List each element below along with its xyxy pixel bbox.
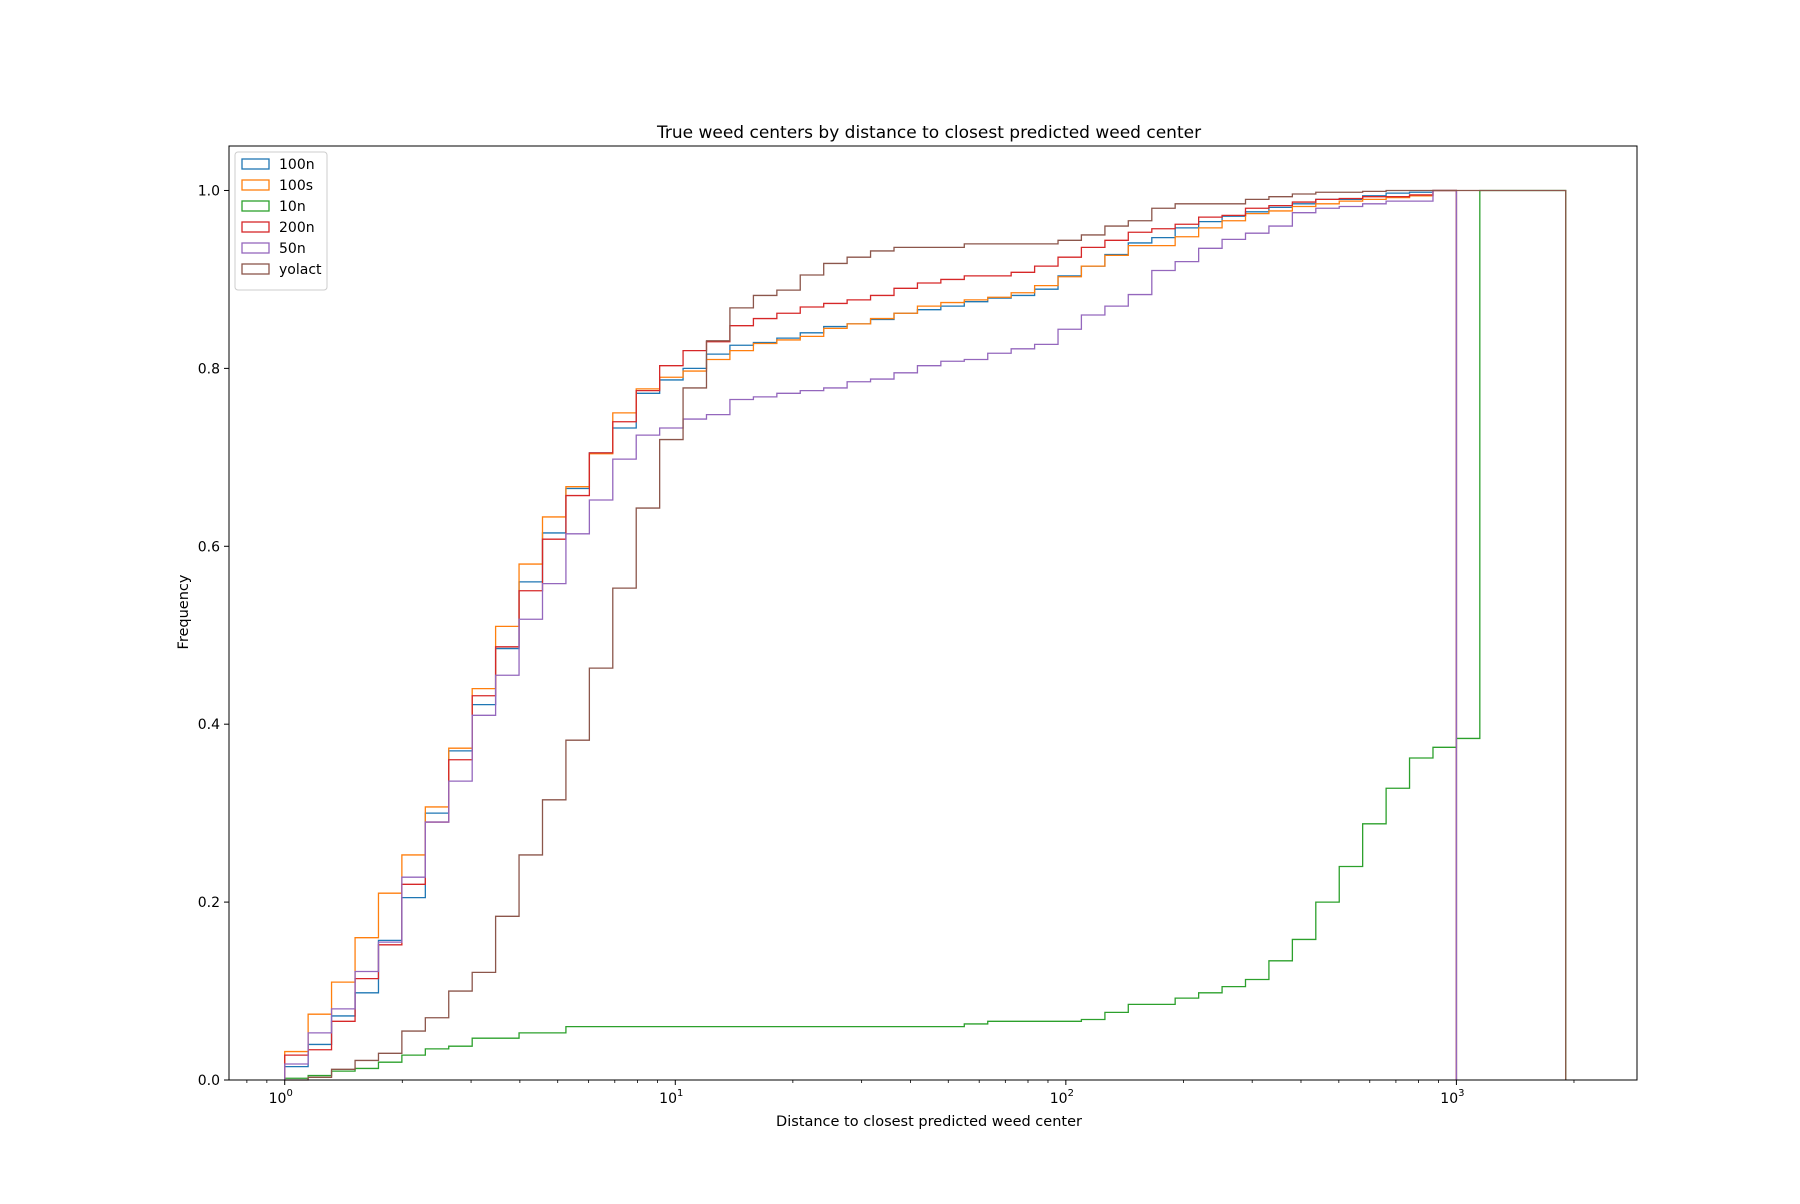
legend-label-10n: 10n <box>279 199 306 215</box>
y-tick-label: 0.4 <box>198 717 220 733</box>
legend-label-200n: 200n <box>279 220 315 236</box>
legend-swatch-100s <box>241 179 270 191</box>
x-tick-label: 100 <box>269 1088 293 1107</box>
legend-swatch-100n <box>241 158 270 170</box>
y-tick-label: 0.0 <box>198 1073 220 1089</box>
legend: 100n 100s 10n 200n 50n yolact <box>234 151 328 291</box>
x-axis-label: Distance to closest predicted weed cente… <box>776 1114 1082 1130</box>
x-tick-label: 102 <box>1050 1088 1074 1107</box>
series-line-100s <box>284 189 1458 1080</box>
series-line-yolact <box>284 189 1567 1081</box>
y-tick-label: 0.6 <box>198 539 220 555</box>
legend-swatch-200n <box>241 221 270 233</box>
legend-label-100n: 100n <box>279 157 315 173</box>
x-tick-label: 101 <box>659 1088 683 1107</box>
y-tick-label: 1.0 <box>198 183 220 199</box>
series-line-10n <box>284 189 1567 1080</box>
legend-label-50n: 50n <box>279 241 306 257</box>
legend-swatch-10n <box>241 200 270 212</box>
axes-layer: 0.0 0.2 0.4 0.6 0.8 1.0 100 101 102 103 <box>198 145 1638 1107</box>
series-layer <box>284 189 1567 1081</box>
series-line-50n <box>284 189 1458 1080</box>
legend-swatch-50n <box>241 242 270 254</box>
legend-swatch-yolact <box>241 263 270 275</box>
legend-frame <box>234 151 328 291</box>
legend-label-yolact: yolact <box>279 262 322 278</box>
legend-label-100s: 100s <box>279 178 313 194</box>
y-axis-label: Frequency <box>176 574 192 649</box>
y-tick-label: 0.8 <box>198 361 220 377</box>
x-tick-label: 103 <box>1440 1088 1464 1107</box>
plot-frame <box>228 145 1638 1081</box>
y-tick-label: 0.2 <box>198 895 220 911</box>
chart-title: True weed centers by distance to closest… <box>656 123 1201 143</box>
